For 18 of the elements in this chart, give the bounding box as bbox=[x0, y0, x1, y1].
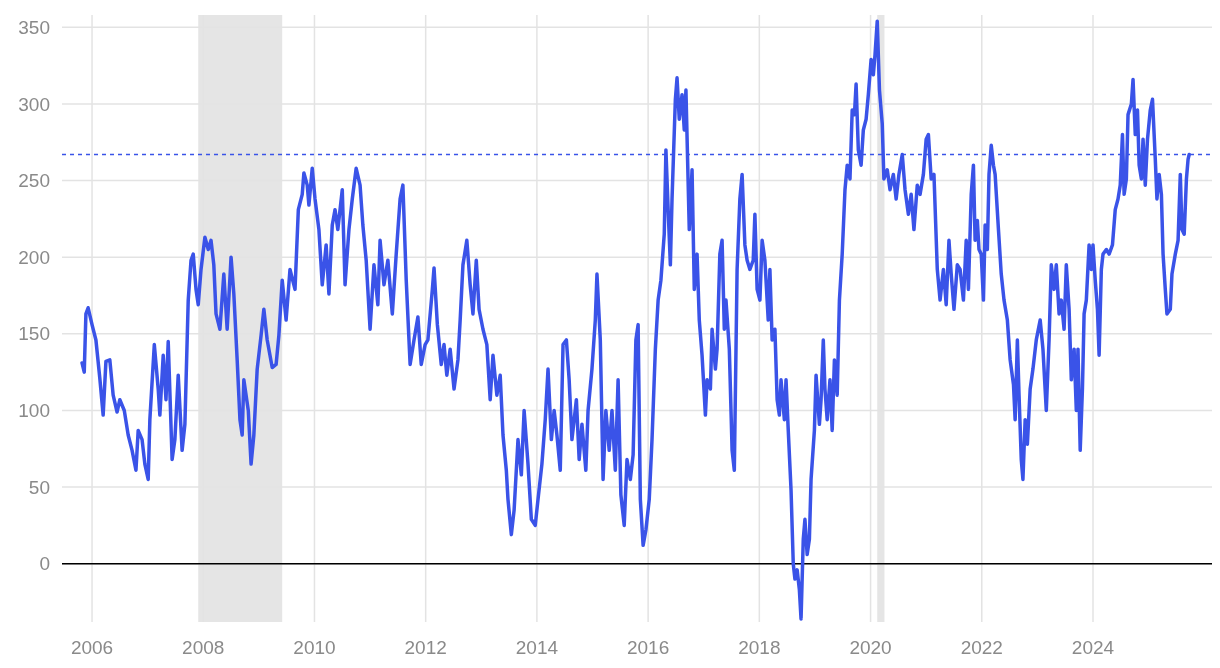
x-tick-label: 2012 bbox=[404, 637, 447, 658]
x-tick-label: 2022 bbox=[960, 637, 1003, 658]
x-tick-label: 2006 bbox=[70, 637, 114, 658]
x-tick-label: 2016 bbox=[626, 637, 670, 658]
x-tick-label: 2020 bbox=[849, 637, 892, 658]
x-tick-label: 2010 bbox=[293, 637, 336, 658]
x-tick-label: 2014 bbox=[515, 637, 559, 658]
y-tick-label: 0 bbox=[39, 553, 50, 575]
y-tick-label: 250 bbox=[18, 170, 50, 192]
y-tick-label: 50 bbox=[28, 476, 50, 498]
y-tick-label: 300 bbox=[18, 93, 50, 115]
y-tick-label: 100 bbox=[18, 400, 50, 422]
x-tick-label: 2018 bbox=[738, 637, 781, 658]
x-tick-label: 2008 bbox=[182, 637, 225, 658]
y-tick-label: 200 bbox=[18, 246, 50, 268]
y-tick-label: 350 bbox=[18, 16, 50, 38]
x-tick-label: 2024 bbox=[1071, 637, 1115, 658]
y-tick-label: 150 bbox=[18, 323, 50, 345]
